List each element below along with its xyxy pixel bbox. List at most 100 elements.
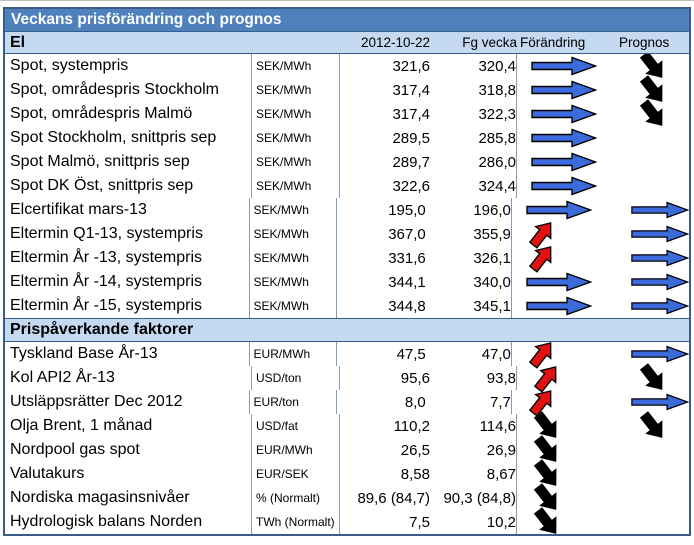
prev-week-value: 345,1 bbox=[426, 294, 512, 318]
unit-label: SEK/MWh bbox=[252, 126, 340, 150]
up-arrow-icon bbox=[528, 390, 552, 417]
forecast-arrow-cell bbox=[617, 75, 689, 102]
section-rows-factors: Tyskland Base År-13 EUR/MWh 47,5 47,0 Ko… bbox=[5, 342, 690, 534]
prev-week-value: 90,3 (84,8) bbox=[430, 486, 517, 510]
forecast-arrow-cell bbox=[617, 438, 689, 462]
forecast-arrow-cell bbox=[617, 126, 689, 150]
prev-week-value: 318,8 bbox=[430, 78, 517, 102]
column-header-change: Förändring bbox=[520, 35, 586, 50]
unit-label: EUR/MWh bbox=[250, 342, 337, 366]
flat-arrow-icon bbox=[531, 104, 598, 124]
prev-week-value: 7,7 bbox=[426, 390, 512, 414]
change-arrow-cell bbox=[517, 102, 617, 126]
change-arrow-cell bbox=[517, 411, 617, 438]
table-row: Nordpool gas spot EUR/MWh 26,5 26,9 bbox=[5, 435, 689, 462]
row-label: Nordpool gas spot bbox=[5, 438, 252, 462]
prev-week-value: 93,8 bbox=[430, 366, 517, 390]
down-arrow-icon bbox=[639, 75, 663, 102]
up-arrow-icon bbox=[528, 246, 552, 273]
change-arrow-cell bbox=[517, 459, 617, 486]
flat-arrow-icon bbox=[631, 273, 690, 291]
change-arrow-cell bbox=[517, 483, 617, 510]
change-arrow-cell bbox=[517, 507, 617, 534]
table-row: Tyskland Base År-13 EUR/MWh 47,5 47,0 bbox=[5, 342, 690, 369]
table-row: Spot Stockholm, snittpris sep SEK/MWh 28… bbox=[5, 126, 689, 150]
unit-label: SEK/MWh bbox=[250, 270, 337, 294]
forecast-arrow-cell bbox=[617, 486, 689, 510]
current-value: 89,6 (84,7) bbox=[357, 489, 430, 507]
up-arrow-icon bbox=[528, 342, 552, 369]
forecast-arrow-cell bbox=[611, 198, 690, 222]
row-label: Nordiska magasinsnivåer bbox=[5, 486, 252, 510]
current-value: 110,2 bbox=[393, 417, 430, 435]
down-arrow-icon bbox=[533, 459, 557, 486]
change-arrow-cell bbox=[517, 150, 617, 174]
forecast-arrow-cell bbox=[617, 510, 689, 534]
change-arrow-cell bbox=[517, 126, 617, 150]
up-arrow-icon bbox=[528, 222, 552, 249]
row-label: Eltermin År -13, systempris bbox=[5, 246, 250, 270]
forecast-arrow-cell bbox=[611, 246, 690, 270]
unit-label: SEK/MWh bbox=[250, 198, 337, 222]
change-arrow-cell bbox=[512, 294, 611, 318]
current-value: 322,6 bbox=[392, 177, 430, 195]
forecast-arrow-cell bbox=[611, 294, 690, 318]
flat-arrow-icon bbox=[531, 128, 598, 148]
section-rows-el: Spot, systempris SEK/MWh 321,6 320,4 Spo… bbox=[5, 51, 690, 318]
flat-arrow-icon bbox=[631, 393, 690, 411]
column-header-forecast: Prognos bbox=[619, 35, 670, 50]
down-arrow-icon bbox=[639, 99, 663, 126]
current-value: 317,4 bbox=[392, 81, 430, 99]
row-label: Spot Stockholm, snittpris sep bbox=[5, 126, 252, 150]
current-value: 195,0 bbox=[388, 201, 426, 219]
change-arrow-cell bbox=[512, 246, 611, 273]
change-arrow-cell bbox=[517, 54, 617, 78]
flat-arrow-icon bbox=[531, 152, 598, 172]
forecast-arrow-cell bbox=[617, 174, 689, 198]
flat-arrow-icon bbox=[526, 272, 593, 292]
flat-arrow-icon bbox=[631, 297, 690, 315]
row-label: Spot, områdespris Stockholm bbox=[5, 78, 252, 102]
change-arrow-cell bbox=[512, 222, 611, 249]
unit-label: % (Normalt) bbox=[252, 486, 340, 510]
current-value: 321,6 bbox=[392, 57, 430, 75]
table-row: Valutakurs EUR/SEK 8,58 8,67 bbox=[5, 459, 689, 486]
current-value: 7,5 bbox=[409, 513, 430, 531]
table-row: Eltermin År -15, systempris SEK/MWh 344,… bbox=[5, 294, 690, 318]
prev-week-value: 320,4 bbox=[430, 54, 517, 78]
forecast-arrow-cell bbox=[611, 342, 690, 366]
current-value: 367,0 bbox=[388, 225, 426, 243]
unit-label: SEK/MWh bbox=[252, 150, 340, 174]
unit-label: SEK/MWh bbox=[250, 222, 337, 246]
flat-arrow-icon bbox=[631, 249, 690, 267]
row-label: Valutakurs bbox=[5, 462, 252, 486]
change-arrow-cell bbox=[512, 270, 611, 294]
forecast-arrow-cell bbox=[617, 363, 689, 390]
table-row: Elcertifikat mars-13 SEK/MWh 195,0 196,0 bbox=[5, 198, 690, 222]
table-row: Spot, områdespris Stockholm SEK/MWh 317,… bbox=[5, 75, 689, 102]
forecast-arrow-cell bbox=[611, 270, 690, 294]
table-row: Kol API2 År-13 USD/ton 95,6 93,8 bbox=[5, 363, 689, 393]
change-arrow-cell bbox=[512, 342, 611, 369]
unit-label: SEK/MWh bbox=[252, 174, 340, 198]
price-report-table: Veckans prisförändring och prognos El 20… bbox=[3, 7, 691, 536]
unit-label: USD/ton bbox=[252, 366, 340, 390]
column-header-prev-week: Fg vecka bbox=[462, 35, 517, 50]
flat-arrow-icon bbox=[526, 200, 593, 220]
table-row: Eltermin År -13, systempris SEK/MWh 331,… bbox=[5, 246, 690, 273]
row-label: Spot DK Öst, snittpris sep bbox=[5, 174, 252, 198]
change-arrow-cell bbox=[517, 435, 617, 462]
report-title: Veckans prisförändring och prognos bbox=[5, 9, 689, 32]
change-arrow-cell bbox=[512, 198, 611, 222]
prev-week-value: 10,2 bbox=[430, 510, 517, 534]
down-arrow-icon bbox=[639, 51, 663, 78]
forecast-arrow-cell bbox=[617, 150, 689, 174]
prev-week-value: 114,6 bbox=[430, 414, 517, 438]
row-label: Tyskland Base År-13 bbox=[5, 342, 250, 366]
down-arrow-icon bbox=[533, 507, 557, 534]
prev-week-value: 355,9 bbox=[426, 222, 512, 246]
unit-label: SEK/MWh bbox=[252, 54, 340, 78]
prev-week-value: 322,3 bbox=[430, 102, 517, 126]
prev-week-value: 285,8 bbox=[430, 126, 517, 150]
section-header-factors: Prispåverkande faktorer bbox=[5, 318, 689, 342]
